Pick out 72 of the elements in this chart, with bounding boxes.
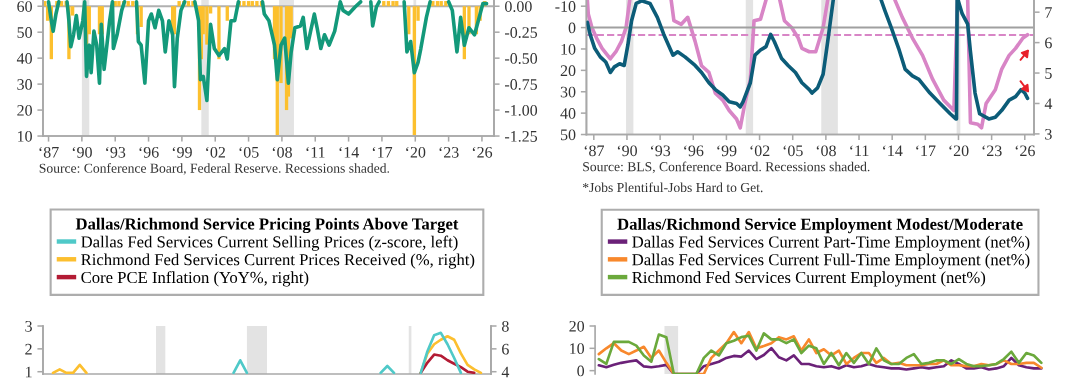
- y-tick-label: 0: [568, 22, 576, 34]
- y-tick-label: 2: [25, 343, 32, 355]
- y2-tick-label: 3: [1045, 128, 1052, 140]
- y2-tick-label: 4: [1044, 98, 1053, 110]
- y-tick-label: 50: [17, 27, 32, 38]
- x-tick-label: ‘99: [172, 146, 192, 158]
- source-note: Source: Conference Board, Federal Reserve. Recessions shaded.: [39, 163, 390, 175]
- y-tick-label: 30: [17, 79, 32, 90]
- x-tick-label: ‘08: [272, 146, 292, 158]
- y-tick-label: 0: [577, 365, 585, 377]
- legend-label: Dallas Fed Services Current Full-Time Employment (net%): [632, 253, 1030, 269]
- x-tick-label: ‘23: [982, 145, 1002, 157]
- y-tick-label: 40: [560, 108, 576, 119]
- x-tick-label: ‘23: [439, 146, 459, 158]
- y2-tick-label: 6: [1045, 37, 1052, 49]
- legend-label: Core PCE Inflation (YoY%, right): [81, 271, 309, 287]
- x-tick-label: ‘99: [717, 145, 737, 157]
- x-tick-label: ‘93: [106, 146, 126, 158]
- x-tick-label: ‘11: [850, 145, 869, 157]
- y-tick-label: 20: [560, 65, 576, 77]
- x-tick-label: ‘87: [584, 145, 604, 157]
- legend-label: Dallas Fed Services Current Part-Time Employment (net%): [632, 235, 1030, 252]
- y-tick-label: 1: [25, 366, 32, 378]
- y2-tick-label: -0.75: [505, 79, 538, 90]
- legend-title: Dallas/Richmond Service Employment Modest/Moderate: [617, 218, 1023, 234]
- y-tick-label: 40: [16, 53, 32, 64]
- y2-tick-label: 5: [1045, 68, 1052, 79]
- x-tick-label: ‘05: [783, 145, 803, 157]
- legend-label: Richmond Fed Services Current Prices Received (%, right): [81, 253, 475, 269]
- y-tick-label: 20: [569, 320, 585, 332]
- x-tick-label: ‘26: [1015, 145, 1035, 157]
- x-tick-label: ‘05: [239, 146, 259, 158]
- y2-tick-label: 8: [501, 320, 509, 332]
- text: *Jobs Plentiful-Jobs Hard to Get.: [582, 182, 763, 193]
- y-tick-label: 50: [560, 129, 576, 141]
- y2-tick-label: 4: [501, 366, 510, 378]
- y2-tick-label: -1.25: [505, 131, 538, 142]
- y2-tick-label: -0.25: [505, 27, 538, 38]
- y2-tick-label: 0.00: [505, 1, 532, 12]
- y-tick-label: 10: [570, 343, 585, 355]
- y-tick-label: -10: [555, 1, 576, 12]
- x-tick-label: ‘20: [406, 146, 426, 158]
- x-tick-label: ‘14: [339, 146, 359, 158]
- legend-title: Dallas/Richmond Service Pricing Points Above Target: [75, 217, 459, 234]
- legend-label: Richmond Fed Services Current Employment (net%): [632, 271, 986, 287]
- y-tick-label: 10: [561, 43, 576, 55]
- x-tick-label: ‘26: [472, 146, 493, 158]
- x-tick-label: ‘87: [39, 146, 59, 158]
- x-tick-label: ‘90: [72, 146, 92, 158]
- y-tick-label: 20: [17, 105, 32, 116]
- y2-tick-label: 6: [502, 343, 509, 355]
- y-tick-label: 10: [18, 130, 32, 142]
- x-tick-label: ‘08: [816, 145, 836, 157]
- legend-label: Dallas Fed Services Current Selling Prices (z-score, left): [81, 235, 458, 251]
- x-tick-label: ‘90: [617, 145, 637, 157]
- y-tick-label: 60: [17, 1, 32, 12]
- x-tick-label: ‘11: [306, 146, 325, 158]
- source-note: Source: BLS, Conference Board. Recessions shaded.: [583, 161, 870, 174]
- y-tick-label: 3: [25, 320, 32, 332]
- x-tick-label: ‘17: [916, 145, 936, 157]
- y-tick-label: 30: [560, 86, 576, 98]
- y2-tick-label: -0.50: [505, 53, 538, 64]
- x-tick-label: ‘14: [883, 145, 903, 157]
- x-tick-label: ‘02: [750, 145, 770, 157]
- x-tick-label: ‘93: [651, 145, 671, 157]
- x-tick-label: ‘96: [684, 145, 704, 157]
- y2-tick-label: -1.00: [505, 105, 538, 116]
- x-tick-label: ‘96: [139, 146, 159, 158]
- x-tick-label: ‘02: [206, 146, 225, 158]
- y2-tick-label: 7: [1045, 7, 1052, 18]
- x-tick-label: ‘17: [372, 146, 393, 158]
- x-tick-label: ‘20: [949, 145, 969, 157]
